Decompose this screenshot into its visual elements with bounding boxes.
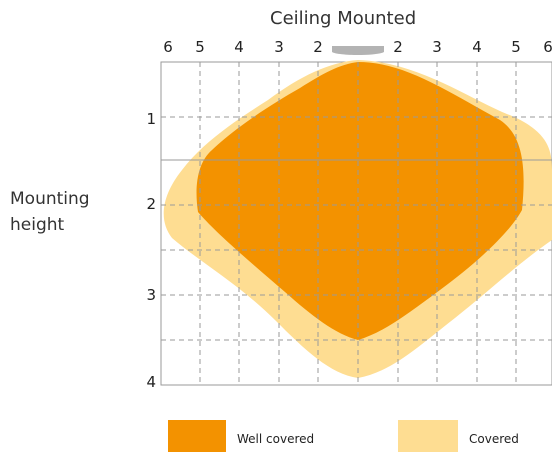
legend-label-covered: Covered bbox=[469, 432, 519, 446]
legend-swatch-well-covered bbox=[168, 420, 226, 452]
legend-swatch-covered bbox=[398, 420, 458, 452]
well-covered-zone bbox=[196, 62, 524, 340]
x-tick-label: 3 bbox=[274, 38, 284, 56]
x-tick-label: 4 bbox=[234, 38, 244, 56]
y-tick-label: 3 bbox=[146, 286, 156, 304]
ceiling-sensor-icon bbox=[332, 46, 384, 55]
x-tick-label: 3 bbox=[432, 38, 442, 56]
x-tick-label: 2 bbox=[313, 38, 323, 56]
y-tick-label: 1 bbox=[146, 110, 156, 128]
x-tick-label: 5 bbox=[511, 38, 521, 56]
y-tick-label: 2 bbox=[146, 195, 156, 213]
x-tick-label: 5 bbox=[195, 38, 205, 56]
mounting-height-label-line1: Mounting bbox=[10, 189, 90, 209]
x-tick-label: 2 bbox=[393, 38, 403, 56]
diagram-title: Ceiling Mounted bbox=[270, 8, 417, 29]
mounting-height-label-line2: height bbox=[10, 215, 65, 235]
x-tick-label: 4 bbox=[472, 38, 482, 56]
y-tick-label: 4 bbox=[146, 373, 156, 391]
legend-label-well-covered: Well covered bbox=[237, 432, 315, 446]
mounting-height-label: Mounting height bbox=[10, 186, 90, 238]
x-tick-label: 6 bbox=[543, 38, 552, 56]
x-tick-label: 6 bbox=[163, 38, 173, 56]
grid-horizontal bbox=[161, 116, 552, 341]
